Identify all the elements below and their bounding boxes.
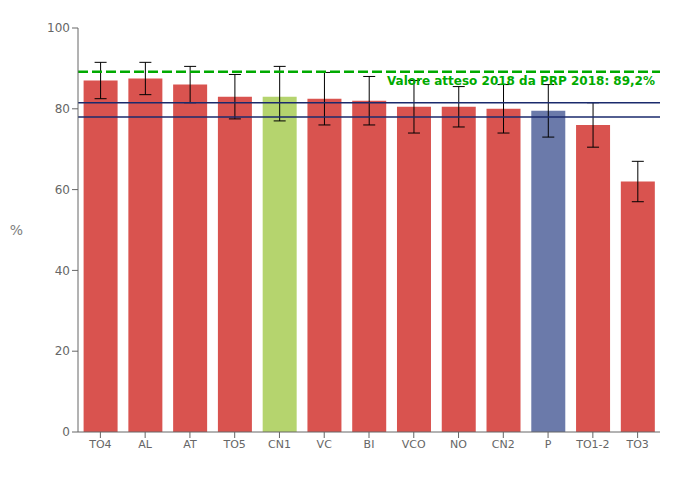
svg-text:TO5: TO5 [222,438,245,451]
svg-text:TO4: TO4 [88,438,111,451]
svg-text:CN2: CN2 [492,438,515,451]
svg-text:TO1-2: TO1-2 [575,438,609,451]
svg-text:20: 20 [55,344,70,358]
svg-text:VCO: VCO [402,438,426,451]
svg-text:Valore atteso 2018 da PRP 2018: Valore atteso 2018 da PRP 2018: 89,2% [387,74,655,88]
svg-text:%: % [10,222,23,238]
svg-text:40: 40 [55,264,70,278]
svg-text:80: 80 [55,102,70,116]
svg-text:TO3: TO3 [625,438,648,451]
svg-text:100: 100 [47,21,70,35]
svg-text:0: 0 [62,425,70,439]
svg-text:VC: VC [317,438,333,451]
svg-text:60: 60 [55,183,70,197]
svg-text:BI: BI [364,438,375,451]
svg-text:P: P [545,438,552,451]
svg-text:NO: NO [450,438,467,451]
svg-text:AT: AT [183,438,197,451]
svg-text:AL: AL [138,438,153,451]
svg-text:CN1: CN1 [268,438,291,451]
